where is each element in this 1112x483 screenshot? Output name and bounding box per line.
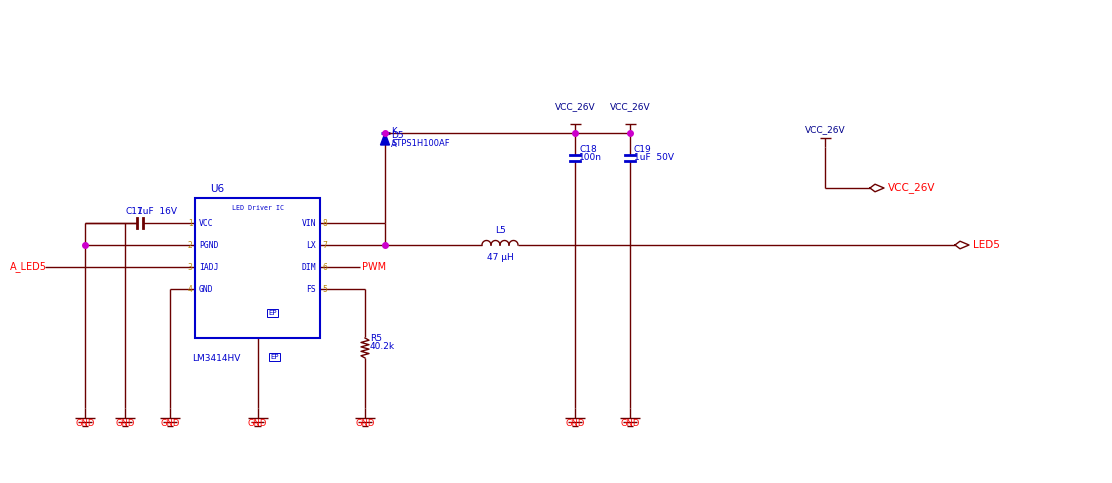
Text: 3: 3 xyxy=(188,262,192,271)
Text: K: K xyxy=(391,127,397,136)
Text: 1uF  50V: 1uF 50V xyxy=(634,153,674,162)
Text: LED Driver IC: LED Driver IC xyxy=(231,205,284,211)
Text: VCC_26V: VCC_26V xyxy=(888,183,935,194)
Text: 8: 8 xyxy=(322,218,327,227)
Text: PWM: PWM xyxy=(363,262,386,272)
Text: 5: 5 xyxy=(322,284,327,294)
Text: 1uF  16V: 1uF 16V xyxy=(137,207,177,216)
Text: 47 μH: 47 μH xyxy=(487,253,514,262)
Text: GND: GND xyxy=(565,419,585,428)
Polygon shape xyxy=(380,133,389,145)
Text: GND: GND xyxy=(76,419,95,428)
Text: VCC_26V: VCC_26V xyxy=(805,126,845,134)
Text: VCC_26V: VCC_26V xyxy=(609,102,651,111)
Text: IADJ: IADJ xyxy=(199,262,218,271)
Text: 4: 4 xyxy=(188,284,192,294)
Text: PGND: PGND xyxy=(199,241,218,250)
Text: DIM: DIM xyxy=(301,262,316,271)
Text: C19: C19 xyxy=(634,145,652,154)
Text: 7: 7 xyxy=(322,241,327,250)
Text: EP: EP xyxy=(270,354,278,360)
Text: 40.2k: 40.2k xyxy=(370,342,395,351)
Text: A: A xyxy=(391,140,397,148)
Text: GND: GND xyxy=(620,419,639,428)
Text: GND: GND xyxy=(248,419,267,428)
Text: VCC: VCC xyxy=(199,218,214,227)
Text: GND: GND xyxy=(199,284,214,294)
Text: U6: U6 xyxy=(210,184,225,194)
Text: GND: GND xyxy=(160,419,180,428)
Text: 100n: 100n xyxy=(579,153,602,162)
Bar xyxy=(195,198,320,338)
Text: VIN: VIN xyxy=(301,218,316,227)
Text: VCC_26V: VCC_26V xyxy=(555,102,595,111)
Text: 1: 1 xyxy=(188,218,192,227)
Text: C18: C18 xyxy=(579,145,597,154)
Text: STPS1H100AF: STPS1H100AF xyxy=(391,139,449,148)
Text: LM3414HV: LM3414HV xyxy=(192,354,240,363)
Text: EP: EP xyxy=(268,310,277,316)
Text: D5: D5 xyxy=(391,131,404,140)
Text: 2: 2 xyxy=(188,241,192,250)
Text: A_LED5: A_LED5 xyxy=(10,262,47,272)
Text: GND: GND xyxy=(116,419,135,428)
Text: LED5: LED5 xyxy=(973,240,1000,250)
Text: C17: C17 xyxy=(125,207,142,216)
Text: LX: LX xyxy=(306,241,316,250)
Text: 6: 6 xyxy=(322,262,327,271)
Text: FS: FS xyxy=(306,284,316,294)
Text: L5: L5 xyxy=(495,226,505,235)
Text: GND: GND xyxy=(356,419,375,428)
Text: R5: R5 xyxy=(370,334,383,343)
